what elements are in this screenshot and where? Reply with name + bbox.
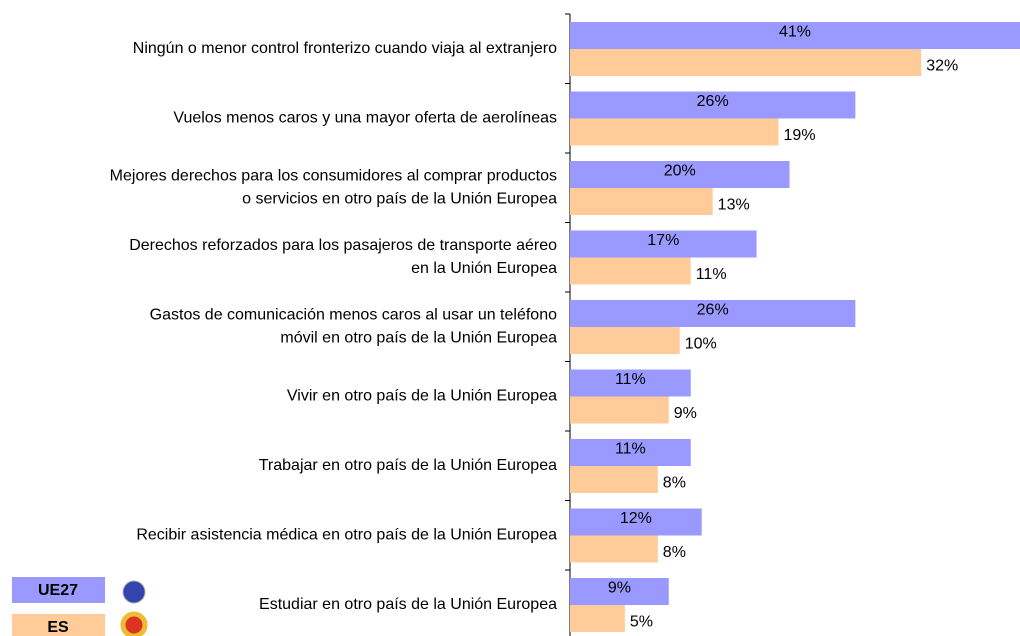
value-label: 9% — [608, 580, 631, 597]
bar — [570, 508, 702, 536]
bar — [570, 257, 691, 285]
legend-label: ES — [47, 619, 69, 636]
bar — [570, 327, 680, 354]
bar — [570, 91, 856, 119]
eu-flag-icon — [122, 580, 146, 604]
value-label: 19% — [784, 127, 816, 144]
category-label: o servicios en otro país de la Unión Eur… — [242, 191, 557, 208]
category-label: Vuelos menos caros y una mayor oferta de… — [173, 110, 557, 127]
bar — [570, 535, 658, 563]
es-flag-icon — [120, 611, 148, 636]
value-label: 10% — [685, 336, 717, 353]
bar — [570, 22, 1020, 49]
bar — [570, 396, 669, 424]
value-label: 11% — [615, 441, 646, 458]
value-label: 11% — [696, 266, 727, 283]
bar — [570, 230, 757, 258]
value-label: 17% — [647, 232, 679, 249]
value-label: 8% — [663, 544, 686, 561]
value-label: 26% — [697, 302, 729, 319]
bar — [570, 439, 691, 466]
value-label: 12% — [620, 510, 652, 527]
legend-swatch — [12, 577, 105, 603]
category-label: Trabajar en otro país de la Unión Europe… — [259, 457, 557, 474]
category-label: Mejores derechos para los consumidores a… — [110, 168, 557, 185]
value-label: 32% — [926, 58, 958, 75]
category-label: Estudiar en otro país de la Unión Europe… — [259, 596, 557, 613]
legend-label: UE27 — [38, 582, 78, 599]
bar — [570, 300, 856, 327]
value-label: 41% — [779, 24, 811, 41]
legend-swatch — [12, 614, 105, 636]
bar — [570, 578, 669, 605]
bar — [570, 369, 691, 397]
value-label: 8% — [663, 475, 686, 492]
bar — [570, 49, 922, 76]
value-label: 11% — [615, 371, 646, 388]
bar — [570, 161, 790, 188]
value-label: 26% — [697, 93, 729, 110]
category-label: Gastos de comunicación menos caros al us… — [150, 307, 557, 324]
bar — [570, 466, 658, 493]
value-label: 9% — [674, 405, 697, 422]
value-label: 5% — [630, 614, 653, 631]
category-label: Vivir en otro país de la Unión Europea — [287, 388, 557, 405]
bar — [570, 118, 779, 146]
category-label: Derechos reforzados para los pasajeros d… — [129, 237, 557, 254]
category-label: en la Unión Europea — [411, 260, 557, 277]
category-label: Ningún o menor control fronterizo cuando… — [133, 40, 557, 57]
value-label: 20% — [664, 163, 696, 180]
legend-icons — [120, 580, 148, 636]
category-label: móvil en otro país de la Unión Europea — [280, 330, 557, 347]
value-label: 13% — [718, 197, 750, 214]
bar — [570, 188, 713, 215]
bar — [570, 605, 625, 632]
category-label: Recibir asistencia médica en otro país d… — [136, 527, 557, 544]
